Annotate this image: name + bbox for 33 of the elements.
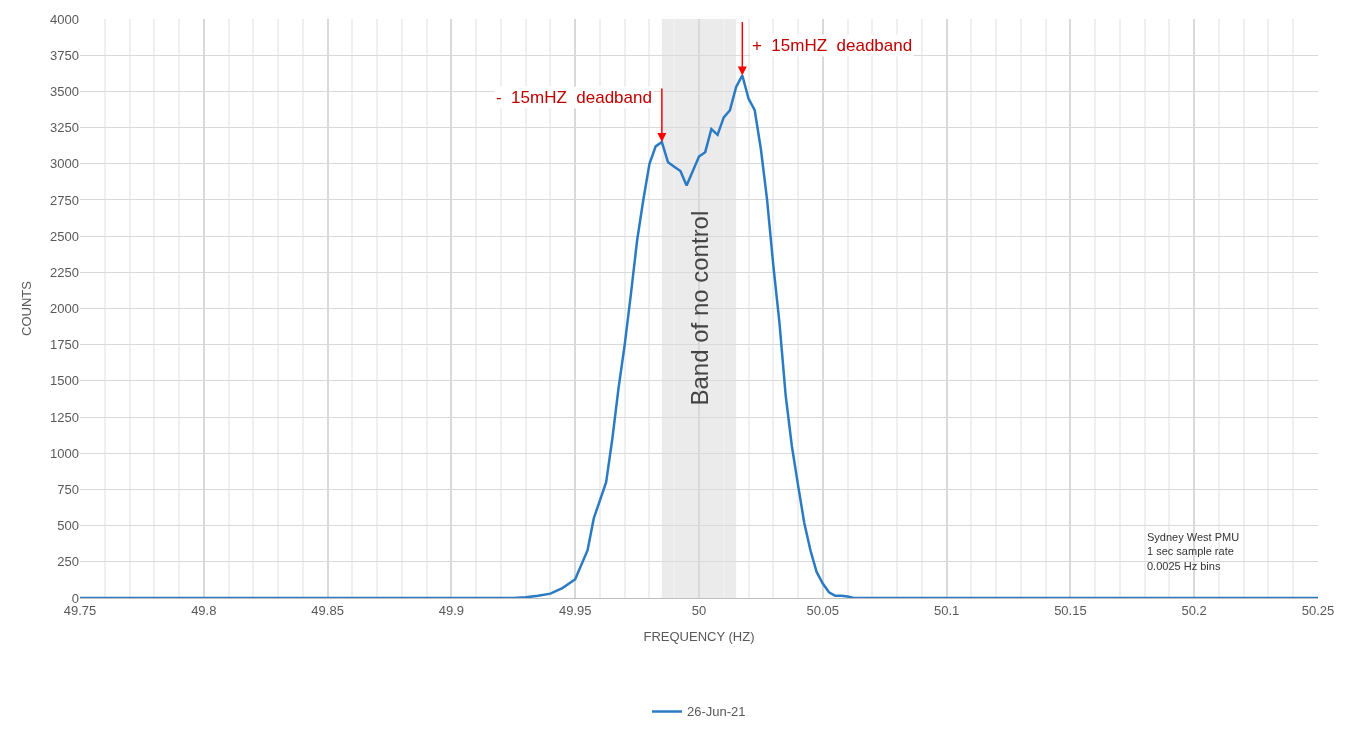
y-tick-label: 1500 — [50, 373, 79, 389]
x-tick-label: 50.05 — [806, 602, 840, 618]
annotation: Sydney West PMU 1 sec sample rate 0.0025 Hz bins — [1147, 531, 1240, 572]
y-tick-label: 4000 — [50, 11, 79, 27]
y-tick-label: 3750 — [50, 47, 79, 63]
legend-label: 26-Jun-21 — [687, 704, 746, 720]
x-axis-title: FREQUENCY (HZ) — [643, 629, 755, 645]
y-tick-label: 3250 — [50, 120, 79, 136]
x-tick-label: 50.15 — [1054, 602, 1087, 618]
y-tick-label: 250 — [57, 554, 79, 570]
band-label: Band of no control — [685, 210, 713, 406]
x-tick-label: 50 — [691, 602, 707, 618]
y-tick-label: 2250 — [50, 264, 79, 280]
annotation: + 15mHZ deadband — [752, 36, 913, 55]
y-tick-label: 2000 — [50, 301, 79, 317]
x-tick-label: 50.25 — [1301, 602, 1335, 618]
y-tick-label: 1000 — [50, 445, 79, 461]
y-tick-label: 2500 — [50, 228, 79, 244]
y-axis-title: COUNTS — [19, 280, 35, 336]
y-tick-label: 2750 — [50, 192, 79, 208]
y-tick-label: 500 — [57, 518, 79, 534]
y-tick-label: 1250 — [50, 409, 79, 425]
annotation: - 15mHZ deadband — [496, 88, 652, 107]
y-tick-label: 3500 — [50, 83, 79, 99]
x-tick-label: 49.9 — [438, 602, 465, 618]
y-tick-label: 3000 — [50, 156, 79, 172]
x-tick-label: 49.8 — [191, 602, 217, 618]
x-tick-label: 50.1 — [933, 602, 960, 618]
x-tick-label: 50.2 — [1181, 602, 1207, 618]
x-tick-label: 49.95 — [558, 602, 592, 618]
x-tick-label: 49.85 — [311, 602, 344, 618]
y-tick-label: 750 — [57, 481, 79, 497]
y-tick-label: 1750 — [50, 337, 79, 353]
